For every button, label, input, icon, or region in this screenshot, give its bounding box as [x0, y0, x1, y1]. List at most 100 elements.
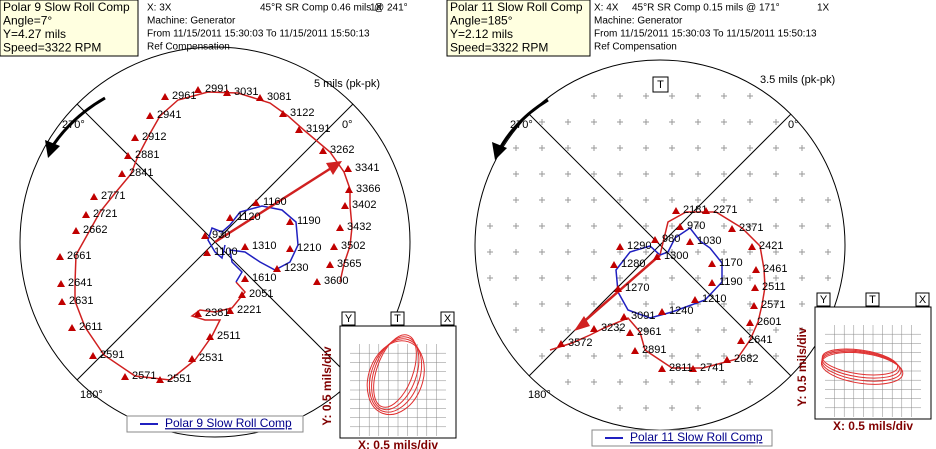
rpm-label: 2881 — [135, 149, 159, 161]
polar-circle — [19, 46, 411, 438]
orbit-button-label: X — [919, 294, 927, 306]
t-button[interactable] — [652, 76, 669, 93]
orbit-button[interactable] — [816, 292, 831, 307]
point-marker — [651, 236, 659, 243]
rpm-label: 3502 — [341, 240, 365, 252]
point-marker — [121, 373, 129, 380]
orbit-y-label: Y: 0.5 mils/div — [320, 346, 334, 425]
point-marker — [653, 253, 661, 260]
legend-label[interactable]: Polar 9 Slow Roll Comp — [165, 416, 292, 430]
point-marker — [672, 207, 680, 214]
point-marker — [313, 278, 321, 285]
point-marker — [614, 285, 622, 292]
rpm-label: 3600 — [324, 275, 348, 287]
point-marker — [238, 291, 246, 298]
header-text: 45°R SR Comp 0.46 mils @ 241° — [260, 3, 408, 14]
rpm-label: 3402 — [352, 199, 376, 211]
rpm-label: 2381 — [205, 307, 229, 319]
info-line: Y=2.12 mils — [450, 27, 513, 41]
point-marker — [616, 243, 624, 250]
orbit-button[interactable] — [390, 311, 405, 326]
header-text: X: 3X — [147, 3, 172, 14]
legend-label[interactable]: Polar 11 Slow Roll Comp — [630, 430, 763, 444]
legend-box[interactable] — [126, 415, 304, 433]
orbit-x-label: X: 0.5 mils/div — [833, 419, 913, 433]
rpm-label: 1030 — [697, 235, 721, 247]
rpm-label: 1170 — [719, 257, 743, 269]
rpm-label: 1160 — [263, 196, 287, 208]
rpm-label: 2221 — [237, 304, 261, 316]
orbit-button[interactable] — [440, 311, 455, 326]
rpm-label: 1190 — [719, 276, 743, 288]
orbit-button-label: Y — [820, 294, 828, 306]
point-marker — [82, 211, 90, 218]
rpm-label: 2551 — [167, 373, 191, 385]
rpm-label: 1120 — [237, 211, 261, 223]
rpm-label: 970 — [687, 220, 705, 232]
orbit-button[interactable] — [865, 292, 880, 307]
point-marker — [90, 193, 98, 200]
point-marker — [295, 126, 303, 133]
header-text: From 11/15/2011 15:30:03 To 11/15/2011 1… — [594, 29, 817, 40]
point-marker — [68, 324, 76, 331]
rpm-label: 2961 — [637, 326, 661, 338]
rpm-label: 1210 — [702, 293, 726, 305]
header-text: X: 4X — [594, 3, 619, 14]
point-marker — [557, 340, 565, 347]
rpm-label: 3122 — [290, 107, 314, 119]
point-marker — [702, 207, 710, 214]
point-marker — [241, 243, 249, 250]
point-marker — [631, 347, 639, 354]
point-marker — [279, 110, 287, 117]
angle-label: 0° — [342, 119, 353, 131]
rpm-label: 2271 — [713, 204, 737, 216]
orbit-button-label: Y — [345, 313, 353, 325]
rpm-label: 3232 — [601, 322, 625, 334]
point-marker — [620, 313, 628, 320]
point-marker — [131, 134, 139, 141]
point-marker — [691, 296, 699, 303]
point-marker — [203, 249, 211, 256]
point-marker — [344, 165, 352, 172]
point-marker — [58, 298, 66, 305]
rpm-label: 2912 — [142, 131, 166, 143]
point-marker — [194, 310, 202, 317]
angle-label: 180° — [80, 389, 103, 401]
point-marker — [728, 225, 736, 232]
rpm-label: 980 — [662, 233, 680, 245]
rpm-label: 1300 — [664, 250, 688, 262]
header-text: Machine: Generator — [147, 16, 236, 27]
rpm-label: 2601 — [757, 316, 781, 328]
point-marker — [194, 86, 202, 93]
orbit-button[interactable] — [915, 292, 930, 307]
rpm-label: 2531 — [199, 352, 223, 364]
rpm-label: 2771 — [101, 190, 125, 202]
point-marker — [748, 243, 756, 250]
rpm-label: 2511 — [217, 330, 241, 342]
point-marker — [161, 93, 169, 100]
point-marker — [676, 223, 684, 230]
orbit-button[interactable] — [341, 311, 356, 326]
point-marker — [336, 224, 344, 231]
point-marker — [737, 337, 745, 344]
point-marker — [241, 275, 249, 282]
point-marker — [658, 365, 666, 372]
orbit-button-label: X — [444, 313, 452, 325]
info-box — [0, 0, 139, 57]
header-text: 45°R SR Comp 0.15 mils @ 171° — [632, 3, 780, 14]
point-marker — [345, 186, 353, 193]
point-marker — [708, 279, 716, 286]
rpm-label: 2891 — [642, 344, 666, 356]
legend-box[interactable] — [591, 429, 773, 447]
info-line: Speed=3322 RPM — [450, 41, 548, 55]
rpm-label: 2991 — [205, 83, 229, 95]
polar-curve — [549, 211, 766, 369]
rpm-label: 3572 — [568, 337, 592, 349]
angle-label: 270° — [510, 119, 533, 131]
grid-crosses — [487, 93, 831, 411]
header-text: Machine: Generator — [594, 16, 683, 27]
rpm-label: 1210 — [297, 242, 321, 254]
rpm-label: 1190 — [297, 215, 321, 227]
point-marker — [326, 261, 334, 268]
